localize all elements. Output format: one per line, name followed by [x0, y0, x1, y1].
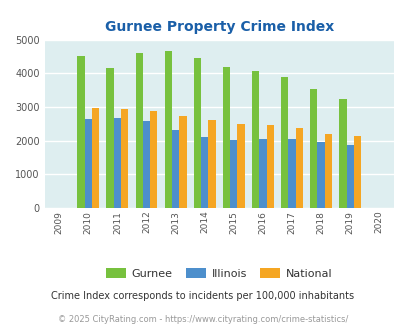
- Bar: [208, 120, 215, 208]
- Bar: [150, 111, 157, 208]
- Bar: [85, 119, 92, 208]
- Bar: [143, 121, 150, 208]
- Bar: [200, 137, 208, 208]
- Bar: [164, 51, 172, 208]
- Bar: [353, 136, 360, 208]
- Bar: [179, 116, 186, 208]
- Bar: [324, 134, 331, 208]
- Text: © 2025 CityRating.com - https://www.cityrating.com/crime-statistics/: © 2025 CityRating.com - https://www.city…: [58, 315, 347, 324]
- Bar: [280, 77, 288, 208]
- Bar: [295, 128, 302, 208]
- Bar: [77, 56, 85, 208]
- Bar: [121, 109, 128, 208]
- Bar: [230, 140, 237, 208]
- Bar: [266, 125, 273, 208]
- Bar: [113, 118, 121, 208]
- Bar: [135, 53, 143, 208]
- Bar: [172, 130, 179, 208]
- Title: Gurnee Property Crime Index: Gurnee Property Crime Index: [104, 20, 333, 34]
- Bar: [346, 145, 353, 208]
- Bar: [339, 99, 346, 208]
- Bar: [252, 71, 259, 208]
- Bar: [193, 58, 200, 208]
- Bar: [106, 68, 113, 208]
- Bar: [237, 124, 244, 208]
- Bar: [309, 89, 317, 208]
- Bar: [259, 139, 266, 208]
- Bar: [92, 108, 99, 208]
- Text: Crime Index corresponds to incidents per 100,000 inhabitants: Crime Index corresponds to incidents per…: [51, 291, 354, 301]
- Bar: [288, 139, 295, 208]
- Bar: [317, 142, 324, 208]
- Legend: Gurnee, Illinois, National: Gurnee, Illinois, National: [101, 264, 336, 283]
- Bar: [222, 67, 230, 208]
